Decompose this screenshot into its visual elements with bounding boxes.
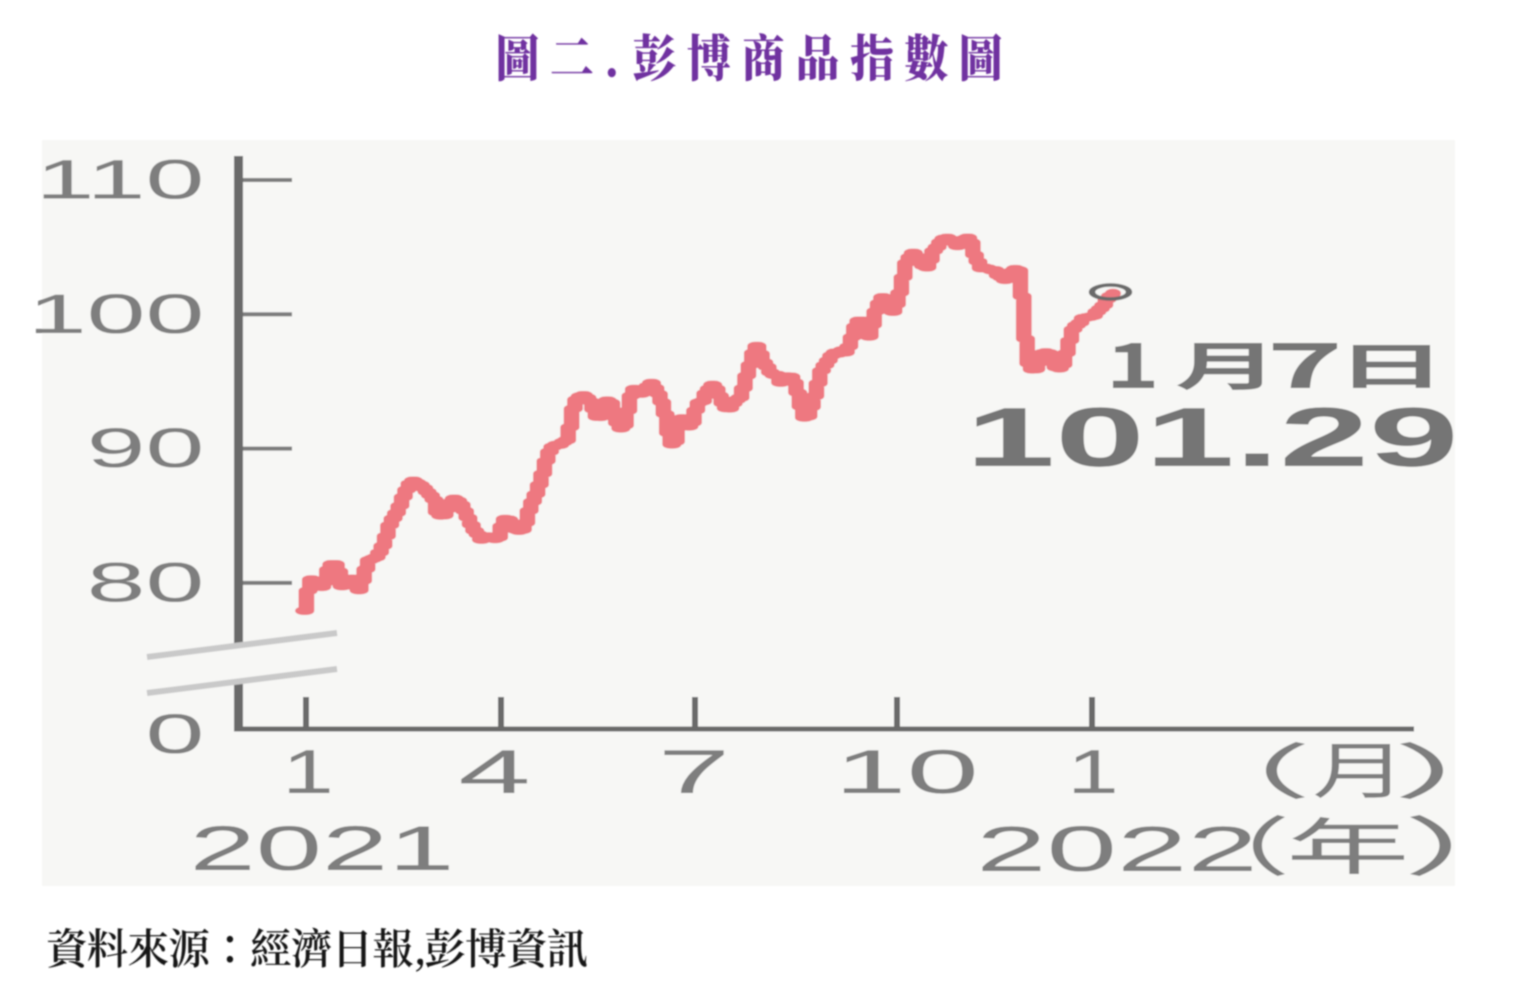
svg-text:2022: 2022 bbox=[976, 814, 1258, 885]
svg-text:80: 80 bbox=[87, 550, 205, 613]
svg-text:1: 1 bbox=[1067, 737, 1119, 807]
svg-text:10: 10 bbox=[834, 737, 979, 806]
svg-text:1: 1 bbox=[282, 737, 334, 807]
svg-text:100: 100 bbox=[28, 282, 205, 345]
svg-text:101.29: 101.29 bbox=[966, 391, 1459, 484]
svg-text:2021: 2021 bbox=[190, 814, 455, 884]
svg-text:0: 0 bbox=[146, 702, 205, 765]
svg-text:110: 110 bbox=[36, 148, 205, 211]
svg-text:4: 4 bbox=[458, 737, 530, 806]
svg-text:7: 7 bbox=[658, 737, 730, 806]
svg-text:90: 90 bbox=[87, 416, 205, 479]
